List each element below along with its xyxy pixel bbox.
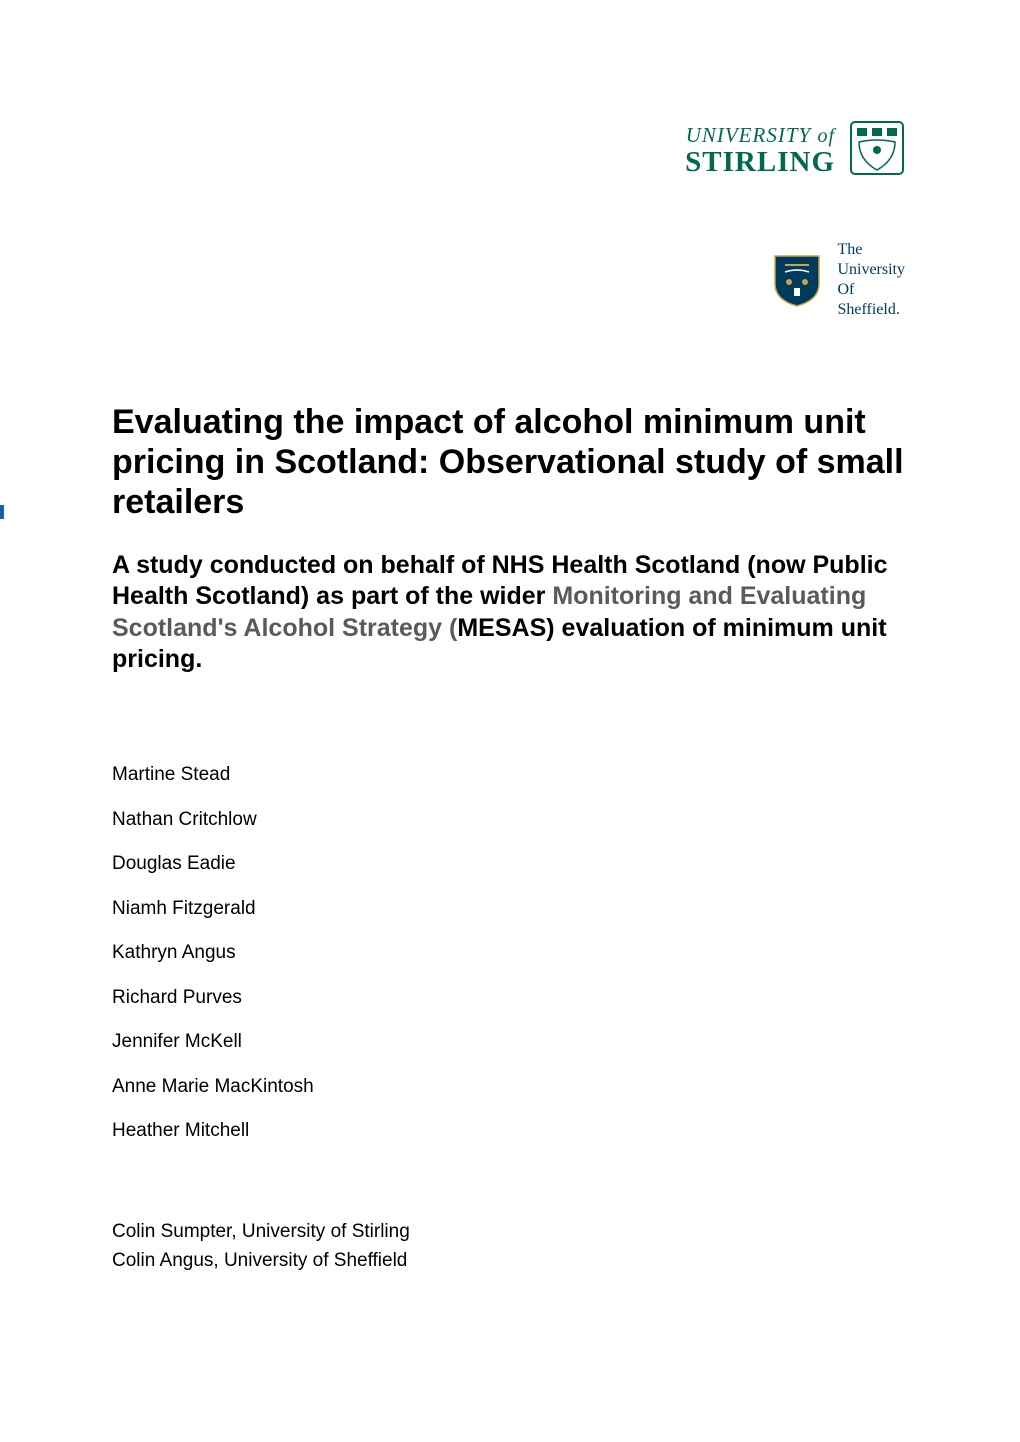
stirling-wordmark: UNIVERSITY of STIRLING [685, 123, 835, 177]
margin-marker [0, 505, 4, 519]
university-sheffield-logo: The University Of Sheffield. [771, 240, 905, 320]
stirling-crest-icon [849, 120, 905, 180]
sheffield-line4: Sheffield. [837, 300, 905, 320]
stirling-university-word: UNIVERSITY [686, 123, 812, 147]
stirling-line1: UNIVERSITY of [685, 123, 835, 148]
author-name: Jennifer McKell [112, 1032, 314, 1051]
author-name: Heather Mitchell [112, 1121, 314, 1140]
sheffield-shield-icon [771, 250, 823, 310]
affiliated-author: Colin Sumpter, University of Stirling [112, 1222, 410, 1241]
sheffield-line1: The [837, 240, 905, 260]
author-name: Kathryn Angus [112, 943, 314, 962]
affiliated-authors-list: Colin Sumpter, University of Stirling Co… [112, 1222, 410, 1280]
document-subtitle: A study conducted on behalf of NHS Healt… [112, 550, 905, 675]
sheffield-wordmark: The University Of Sheffield. [837, 240, 905, 320]
sheffield-line3: Of [837, 280, 905, 300]
author-name: Martine Stead [112, 765, 314, 784]
document-title: Evaluating the impact of alcohol minimum… [112, 402, 905, 522]
stirling-of-word: of [817, 125, 835, 147]
sheffield-line2: University [837, 260, 905, 280]
author-name: Anne Marie MacKintosh [112, 1077, 314, 1096]
author-name: Douglas Eadie [112, 854, 314, 873]
author-name: Niamh Fitzgerald [112, 899, 314, 918]
author-name: Richard Purves [112, 988, 314, 1007]
university-stirling-logo: UNIVERSITY of STIRLING [685, 120, 905, 180]
author-name: Nathan Critchlow [112, 810, 314, 829]
authors-list: Martine Stead Nathan Critchlow Douglas E… [112, 765, 314, 1166]
affiliated-author: Colin Angus, University of Sheffield [112, 1251, 410, 1270]
stirling-name: STIRLING [685, 148, 835, 177]
